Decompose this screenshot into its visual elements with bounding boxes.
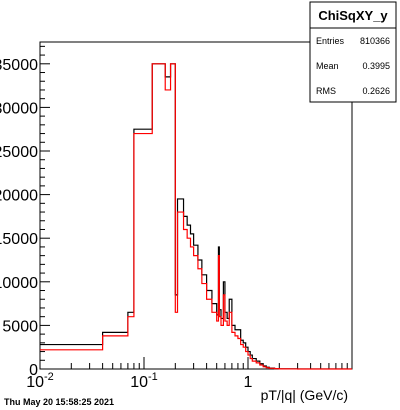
stats-entries-value: 810366: [360, 36, 390, 46]
stats-entries-label: Entries: [316, 36, 345, 46]
stats-rms-value: 0.2626: [362, 86, 390, 96]
y-tick-label: 30000: [0, 100, 38, 117]
stats-mean-label: Mean: [316, 61, 339, 71]
y-tick-label: 35000: [0, 57, 38, 74]
stats-box-title: ChiSqXY_y: [318, 8, 388, 23]
y-tick-label: 5000: [2, 318, 38, 335]
x-tick-label: 1: [244, 374, 253, 391]
stats-box-frame: [309, 1, 397, 103]
y-tick-label: 0: [29, 362, 38, 379]
y-tick-label: 20000: [0, 188, 38, 205]
y-tick-label: 10000: [0, 275, 38, 292]
stats-mean-value: 0.3995: [362, 61, 390, 71]
y-axis: 0 5000 10000 15000 20000 25000 30000 35000: [0, 45, 50, 379]
y-tick-label: 25000: [0, 144, 38, 161]
stats-box: ChiSqXY_y Entries 810366 Mean 0.3995 RMS…: [309, 1, 397, 103]
series-layer: [40, 63, 352, 370]
y-tick-label: 15000: [0, 231, 38, 248]
x-axis-title: pT/|q| (GeV/c): [261, 387, 348, 403]
timestamp: Thu May 20 15:58:25 2021: [4, 397, 114, 407]
stats-rms-label: RMS: [316, 86, 336, 96]
plot-frame: [39, 41, 353, 370]
series-line-red: [40, 63, 352, 370]
